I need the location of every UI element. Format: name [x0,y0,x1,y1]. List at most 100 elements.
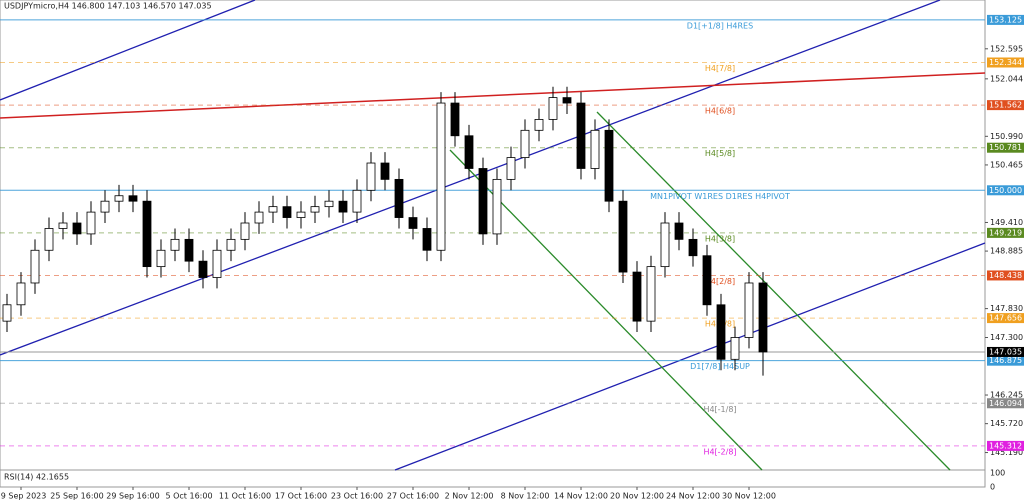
candle-body [520,129,530,158]
price-box-label: 149.219 [989,228,1022,237]
x-tick-label: 25 Sep 16:00 [50,492,103,501]
candle-body [72,222,82,235]
x-tick-label: 20 Nov 12:00 [610,492,664,501]
candle-body [296,211,306,218]
candle-body [758,282,768,353]
candle-body [170,238,180,251]
price-box-label: 146.094 [989,399,1022,408]
candle-body [618,200,628,273]
x-tick-label: 5 Oct 16:00 [165,492,212,501]
candle-body [730,337,740,360]
price-box [987,398,1024,409]
chart-title: USDJPYmicro,H4 146.800 147.103 146.570 1… [4,2,212,11]
candle-body [198,260,208,278]
price-box-label: 147.035 [989,347,1022,356]
trendlines [0,0,986,471]
price-box-label: 148.438 [989,271,1022,280]
candle-body [128,195,138,202]
candle-body [436,102,446,251]
y-tick-label: 147.300 [990,333,1023,342]
x-tick-label: 11 Oct 16:00 [219,492,271,501]
level-label: MN1PIVOT W1RES D1RES H4PIVOT [650,192,790,201]
level-label: H4[6/8] [705,107,735,116]
price-box-label: 145.312 [989,441,1022,450]
y-tick-label: 150.465 [990,160,1023,169]
price-box-label: 151.562 [989,101,1022,110]
x-tick-label: 2 Nov 12:00 [445,492,494,501]
x-tick-label: 30 Nov 12:00 [722,492,776,501]
level-label: H4[5/8] [705,149,735,158]
candle-body [30,249,40,284]
x-tick-label: 17 Oct 16:00 [275,492,327,501]
trendline [394,242,986,471]
candle-body [646,266,656,322]
trendline [0,0,256,101]
candle-body [450,102,460,137]
candle-body [16,282,26,306]
candle-body [114,195,124,202]
level-label: D1[7/8] H4SUP [690,362,750,371]
level-label: H4[-2/8] [703,447,736,456]
rsi-label: RSI(14) 42.1655 [4,473,69,482]
candle-body [534,119,544,131]
candle-body [44,228,54,251]
y-tick-label: 148.885 [990,247,1023,256]
x-tick-label: 29 Sep 16:00 [106,492,159,501]
candle-body [590,129,600,169]
candle-body [338,200,348,213]
candle-body [674,222,684,240]
price-box [987,270,1024,281]
level-label: H4[7/8] [705,64,735,73]
candle-body [688,238,698,257]
trendline [449,149,763,471]
candle-body [324,200,334,208]
price-box [987,355,1024,366]
y-tick-label: 145.720 [990,419,1023,428]
candle-body [548,97,558,120]
price-box [987,100,1024,111]
candle-body [632,271,642,322]
candle-body [716,304,726,360]
candle-body [394,178,404,218]
candle-body [268,206,278,213]
candle-body [604,129,614,202]
candle-body [184,238,194,262]
candle-body [86,211,96,235]
candle-body [408,217,418,229]
candle-body [506,157,516,180]
y-tick-label: 149.410 [990,218,1023,227]
level-label: D1[+1/8] H4RES [687,21,753,30]
candle-body [58,222,68,229]
price-box [987,313,1024,324]
price-box-label: 150.000 [989,186,1022,195]
candle-body [492,178,502,235]
candle-body [366,162,376,191]
price-box [987,57,1024,68]
x-tick-label: 24 Nov 12:00 [666,492,720,501]
candle-body [212,249,222,278]
candle-body [660,222,670,268]
trendline [596,111,951,471]
candle-body [282,206,292,218]
x-tick-label: 19 Sep 2023 [0,492,46,501]
x-tick-label: 14 Nov 12:00 [554,492,608,501]
price-box [987,227,1024,238]
rsi-tick-label: 0 [990,483,995,492]
y-tick-label: 145.190 [990,448,1023,457]
price-box-label: 146.875 [989,356,1022,365]
candle-body [240,222,250,240]
candle-body [422,228,432,251]
candle-body [464,135,474,169]
rsi-frame [0,469,986,488]
trendline [0,72,986,119]
candle-body [310,206,320,213]
price-box [987,185,1024,196]
candle-body [352,189,362,213]
price-box-label: 147.656 [989,314,1022,323]
candle-body [478,168,488,235]
candle-body [702,255,712,306]
x-tick-label: 8 Nov 12:00 [501,492,550,501]
price-box-label: 150.781 [989,143,1022,152]
candle-body [100,200,110,213]
